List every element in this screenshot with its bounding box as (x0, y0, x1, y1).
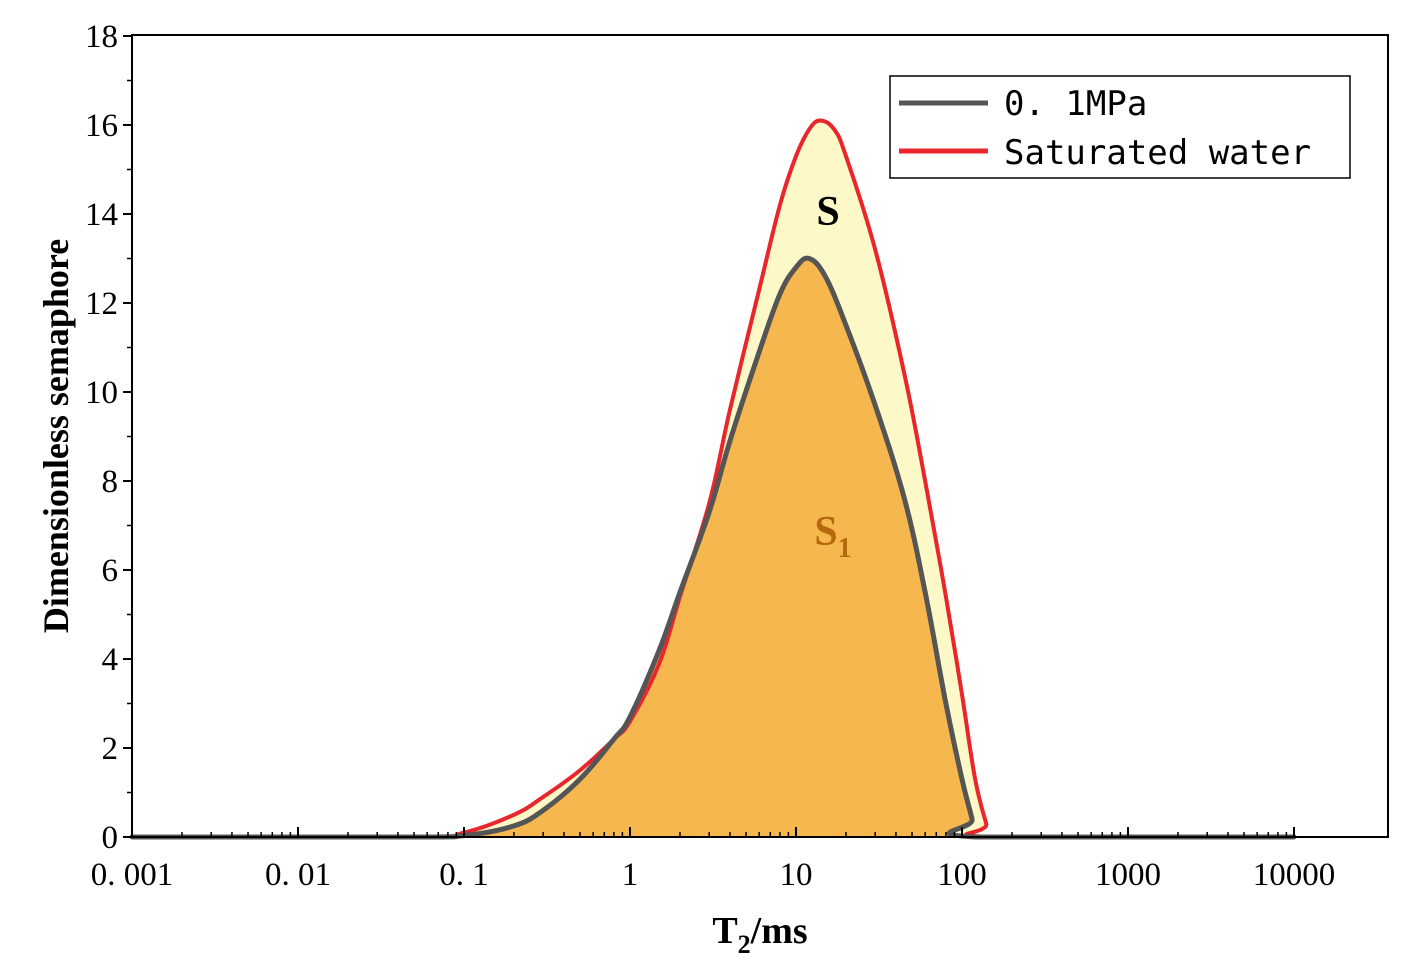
x-tick-label: 10000 (1253, 857, 1336, 893)
y-tick-label: 12 (85, 286, 118, 322)
y-tick-label: 8 (102, 464, 119, 500)
x-axis-title: T2/ms (712, 910, 807, 959)
x-tick-label: 100 (937, 857, 987, 893)
y-tick-label: 2 (102, 731, 119, 767)
y-tick-label: 10 (85, 375, 118, 411)
axis-tick-labels: 0. 001 0. 01 0. 1 1 10 100 1000 10000 0 2 4 6 8 10 12 1… (85, 19, 1335, 893)
y-tick-label: 6 (102, 553, 119, 589)
axis-ticks (123, 35, 1295, 838)
y-tick-label: 18 (85, 19, 118, 55)
x-axis-title-subscript: 2 (738, 930, 751, 959)
area-label-s1-main: S (814, 509, 837, 555)
y-tick-label: 4 (102, 642, 119, 678)
area-fill-0 (132, 258, 1294, 837)
area-label-s1: S1 (814, 509, 851, 564)
area-label-s: S (816, 189, 839, 235)
legend-label-saturated-water: Saturated water (1004, 133, 1311, 173)
y-tick-label: 14 (85, 197, 118, 233)
y-tick-label: 0 (102, 820, 119, 856)
series-line-1 (130, 118, 1296, 840)
y-axis-title: Dimensionless semaphore (36, 239, 76, 633)
x-axis-title-main: T (712, 910, 737, 952)
series-lines (129, 118, 1297, 840)
x-tick-label: 0. 1 (439, 857, 489, 893)
x-tick-label: 1 (622, 857, 639, 893)
legend: 0. 1MPa Saturated water (889, 75, 1351, 179)
x-tick-label: 1000 (1095, 857, 1161, 893)
series-line-0 (129, 255, 1297, 840)
legend-label-0-1mpa: 0. 1MPa (1004, 84, 1147, 124)
x-tick-label: 0. 001 (91, 857, 174, 893)
x-tick-label: 0. 01 (265, 857, 331, 893)
legend-box (889, 75, 1351, 179)
y-tick-label: 16 (85, 108, 118, 144)
x-axis-title-suffix: /ms (750, 910, 808, 952)
area-label-s1-subscript: 1 (838, 533, 852, 564)
x-tick-label: 10 (780, 857, 813, 893)
area-fills (132, 120, 1294, 838)
